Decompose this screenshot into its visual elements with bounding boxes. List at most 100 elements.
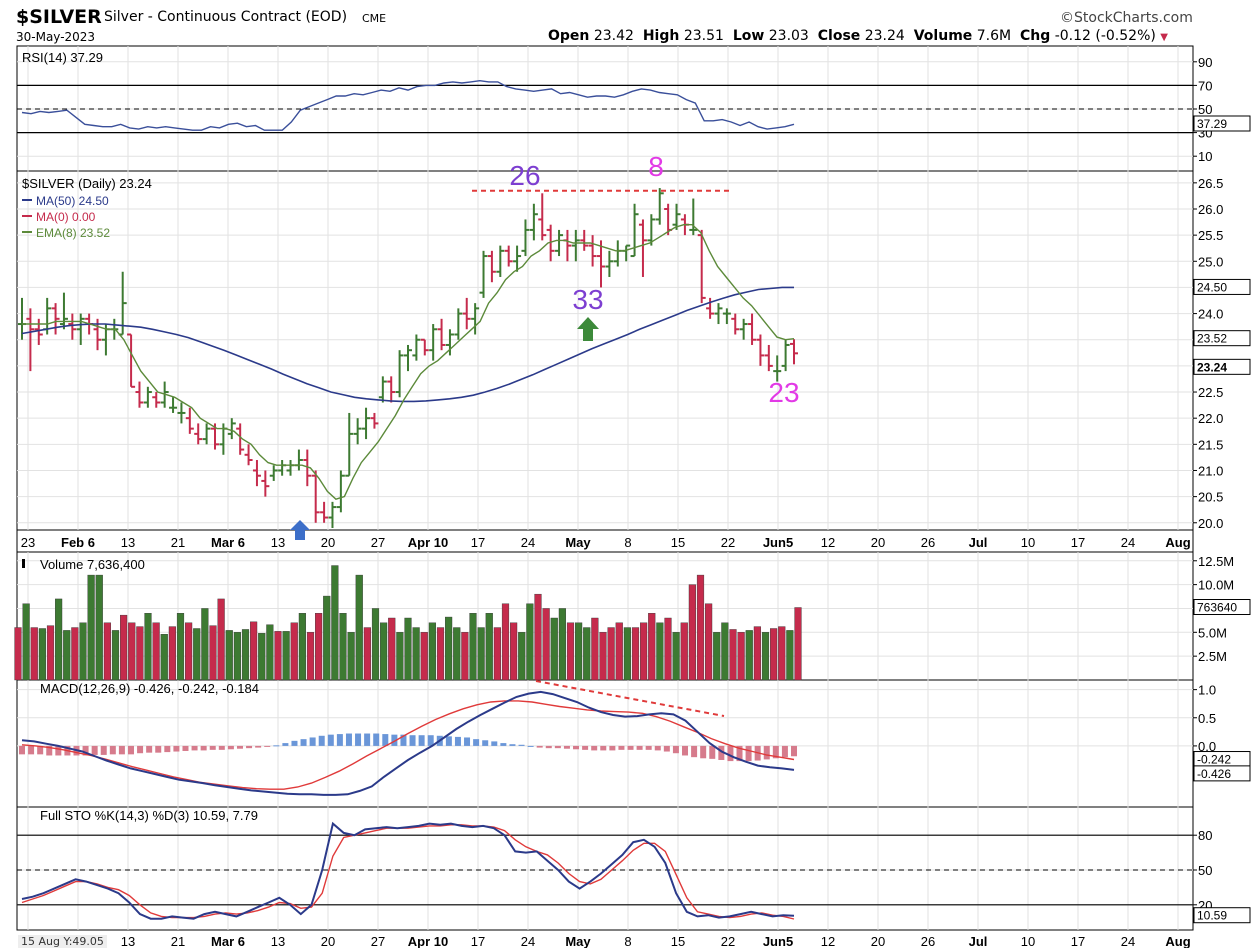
macd-histogram-bar (545, 745, 552, 749)
volume-bar (209, 625, 217, 681)
volume-bar (103, 622, 111, 681)
y-tick-label-price: 24.0 (1198, 307, 1223, 322)
macd-histogram-bar (282, 743, 289, 746)
macd-histogram-bar (418, 735, 425, 746)
macd-histogram-bar (509, 744, 516, 746)
volume-bar (412, 627, 420, 681)
volume-bar (185, 622, 193, 681)
volume-bar (95, 574, 103, 681)
volume-bar (306, 632, 315, 681)
macd-signal-line (21, 700, 795, 790)
legend-entry: MA(0) 0.00 (36, 210, 96, 224)
volume-bar (664, 617, 672, 681)
volume-bar (477, 627, 485, 681)
x-tick-label-bottom: 20 (871, 934, 885, 948)
macd-histogram-bar (727, 745, 734, 762)
macd-histogram-bar (236, 745, 243, 749)
stockcharts-logo[interactable]: ©StockCharts.com (1060, 10, 1193, 26)
y-tick-label-price: 26.0 (1198, 202, 1223, 217)
ohlc-summary: Open 23.42 High 23.51 Low 23.03 Close 23… (548, 28, 1168, 44)
macd-histogram-bar (164, 745, 171, 753)
volume-bar (371, 608, 380, 681)
ema8-value-label: 23.52 (1197, 332, 1227, 346)
volume-bar (542, 608, 550, 681)
y-tick-label-price: 25.5 (1198, 228, 1223, 243)
chg-value: -0.12 (-0.52%) (1054, 28, 1156, 44)
y-tick-label-price: 26.5 (1198, 176, 1223, 191)
volume-bar (721, 622, 729, 681)
volume-bar (737, 632, 745, 681)
volume-bar (79, 622, 87, 681)
volume-bar (331, 565, 339, 681)
legend-entry: MA(50) 24.50 (36, 194, 109, 208)
macd-histogram-bar (19, 745, 25, 755)
macd-histogram-bar (146, 745, 153, 753)
macd-histogram-bar (591, 745, 598, 751)
date-axis-strip (16, 529, 1194, 553)
y-tick-label-price: 20.0 (1198, 516, 1223, 531)
y-tick-label-macd: 0.0 (1198, 739, 1216, 754)
x-tick-label-bottom: 13 (271, 934, 285, 948)
macd-histogram-bar (563, 745, 570, 749)
volume-bar (493, 627, 501, 681)
x-tick-label: 21 (171, 535, 185, 550)
volume-bar (558, 608, 566, 681)
macd-histogram-bar (491, 741, 498, 746)
volume-bar (461, 632, 469, 681)
sto-value-label: 10.59 (1197, 909, 1227, 923)
volume-bar (201, 608, 209, 681)
macd-histogram-bar (118, 745, 125, 755)
volume-bar (87, 574, 95, 681)
volume-bar (469, 613, 477, 681)
x-tick-label-bottom: 17 (471, 934, 485, 948)
x-tick-label-bottom: Jun5 (763, 934, 793, 948)
close-label: Close (817, 28, 861, 44)
ma50-line (21, 286, 794, 403)
macd-histogram-bar (327, 734, 334, 746)
macd-histogram-bar (736, 745, 743, 762)
volume-bar (591, 617, 599, 681)
macd-histogram-bar (391, 734, 398, 746)
open-label: Open (548, 28, 590, 44)
macd-histogram-bar (127, 745, 134, 755)
volume-bar (168, 626, 176, 681)
macd-histogram-bar (627, 745, 634, 750)
ema8-value-label-box (1193, 330, 1251, 347)
macd-histogram-bar (663, 745, 670, 752)
volume-bar (583, 627, 591, 681)
volume-bar (339, 613, 347, 681)
volume-bar (599, 632, 607, 681)
volume-bar (136, 626, 144, 681)
macd-histogram-bar (373, 733, 380, 746)
volume-bar (241, 629, 250, 681)
y-tick-label-price: 22.5 (1198, 385, 1223, 400)
ma50-value-label: 24.50 (1197, 280, 1227, 294)
x-tick-label-bottom: 21 (171, 934, 185, 948)
chg-label: Chg (1019, 28, 1051, 44)
macd-histogram-bar (300, 739, 307, 746)
volume-bar (526, 603, 534, 681)
macd-histogram-bar (745, 745, 752, 762)
volume-bar (566, 622, 575, 681)
macd-histogram-bar (554, 745, 561, 749)
sto-value-label-box (1193, 907, 1251, 924)
volume-bar (696, 574, 705, 681)
annotation-23: 23 (768, 377, 799, 408)
y-tick-label-volume: 2.5M (1198, 649, 1227, 664)
macd-histogram-bar (82, 745, 89, 756)
volume-bar (615, 622, 623, 681)
volume-bar (680, 622, 688, 681)
x-tick-label: May (565, 535, 591, 550)
macd-histogram-bar (109, 745, 116, 755)
volume-bar (428, 622, 436, 681)
macd-value-label: -0.426 (1197, 767, 1231, 781)
macd-value-label-box (1193, 765, 1251, 782)
x-tick-label: 15 (671, 535, 685, 550)
x-tick-label: Jun5 (763, 535, 793, 550)
macd-histogram-bar (618, 745, 625, 750)
x-tick-label: 22 (721, 535, 735, 550)
volume-bar (436, 627, 445, 681)
y-tick-label-volume: 12.5M (1198, 554, 1234, 569)
x-tick-label: Aug (1165, 535, 1190, 550)
